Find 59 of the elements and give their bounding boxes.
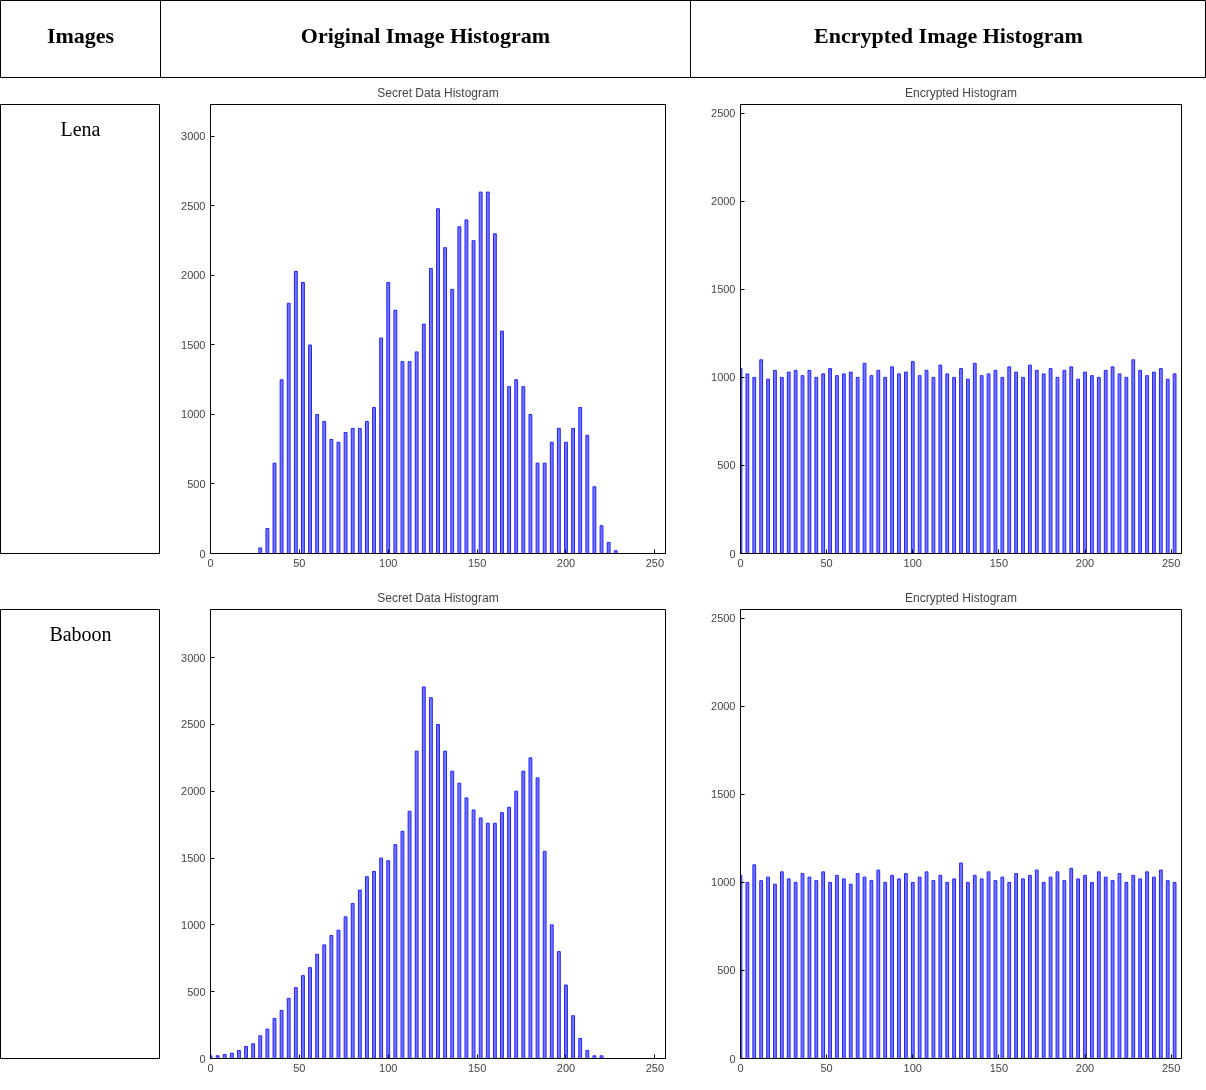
- y-tick-label: 1000: [711, 371, 736, 384]
- x-tick-label: 0: [737, 1061, 744, 1074]
- x-tick-label: 200: [1075, 556, 1095, 569]
- x-tick-label: 100: [903, 556, 922, 569]
- x-tick-label: 150: [989, 1061, 1009, 1074]
- y-tick-label: 1500: [711, 283, 736, 296]
- y-tick-label: 1000: [711, 876, 736, 889]
- text: Images: [46, 23, 115, 49]
- chart-title: Encrypted Histogram: [904, 85, 1018, 100]
- text: Encrypted Image Histogram: [814, 23, 1083, 49]
- x-tick-label: 50: [293, 1061, 306, 1074]
- y-tick-label: 500: [187, 478, 206, 490]
- x-tick-label: 100: [903, 1061, 922, 1074]
- chart-title: Secret Data Histogram: [377, 590, 499, 605]
- text: Original Image Histogram: [300, 23, 551, 49]
- x-tick-label: 150: [467, 1061, 487, 1074]
- x-tick-label: 250: [645, 556, 665, 569]
- y-tick-label: 2500: [181, 199, 206, 212]
- y-tick-label: 1500: [181, 852, 206, 865]
- y-tick-label: 1500: [181, 338, 206, 351]
- x-tick-label: 0: [737, 556, 744, 569]
- chart-title: Secret Data Histogram: [377, 85, 499, 100]
- x-tick-label: 250: [1161, 1061, 1181, 1074]
- y-tick-label: 500: [187, 985, 206, 998]
- x-tick-label: 250: [645, 1061, 665, 1074]
- y-tick-label: 2500: [711, 612, 736, 625]
- y-tick-label: 1000: [181, 408, 206, 421]
- y-tick-label: 2000: [711, 195, 736, 208]
- x-tick-label: 100: [379, 556, 398, 569]
- x-tick-label: 200: [1075, 1061, 1095, 1074]
- y-tick-label: 2500: [711, 107, 736, 120]
- text: Baboon: [49, 622, 112, 645]
- x-tick-label: 250: [1161, 556, 1181, 569]
- x-tick-label: 150: [467, 556, 487, 569]
- y-tick-label: 0: [729, 1052, 736, 1065]
- x-tick-label: 150: [989, 556, 1009, 569]
- x-tick-label: 50: [293, 556, 306, 569]
- x-tick-label: 0: [207, 556, 214, 569]
- chart-title: Encrypted Histogram: [904, 590, 1018, 605]
- y-tick-label: 1500: [711, 788, 736, 801]
- x-tick-label: 50: [820, 1061, 833, 1074]
- y-tick-label: 0: [199, 1052, 206, 1065]
- x-tick-label: 200: [556, 1061, 576, 1074]
- y-tick-label: 3000: [181, 651, 206, 664]
- y-tick-label: 0: [199, 547, 206, 560]
- x-tick-label: 50: [820, 556, 833, 569]
- y-tick-label: 2000: [711, 700, 736, 713]
- y-tick-label: 500: [717, 964, 736, 977]
- y-tick-label: 2500: [181, 718, 206, 731]
- y-tick-label: 500: [717, 459, 736, 472]
- y-tick-label: 2000: [181, 269, 206, 282]
- y-tick-label: 2000: [181, 785, 206, 798]
- y-tick-label: 0: [729, 547, 736, 560]
- x-tick-label: 200: [556, 556, 576, 569]
- y-tick-label: 3000: [181, 130, 206, 143]
- x-tick-label: 100: [379, 1061, 398, 1074]
- x-tick-label: 0: [207, 1061, 214, 1074]
- y-tick-label: 1000: [181, 918, 206, 931]
- text: Lena: [60, 117, 101, 140]
